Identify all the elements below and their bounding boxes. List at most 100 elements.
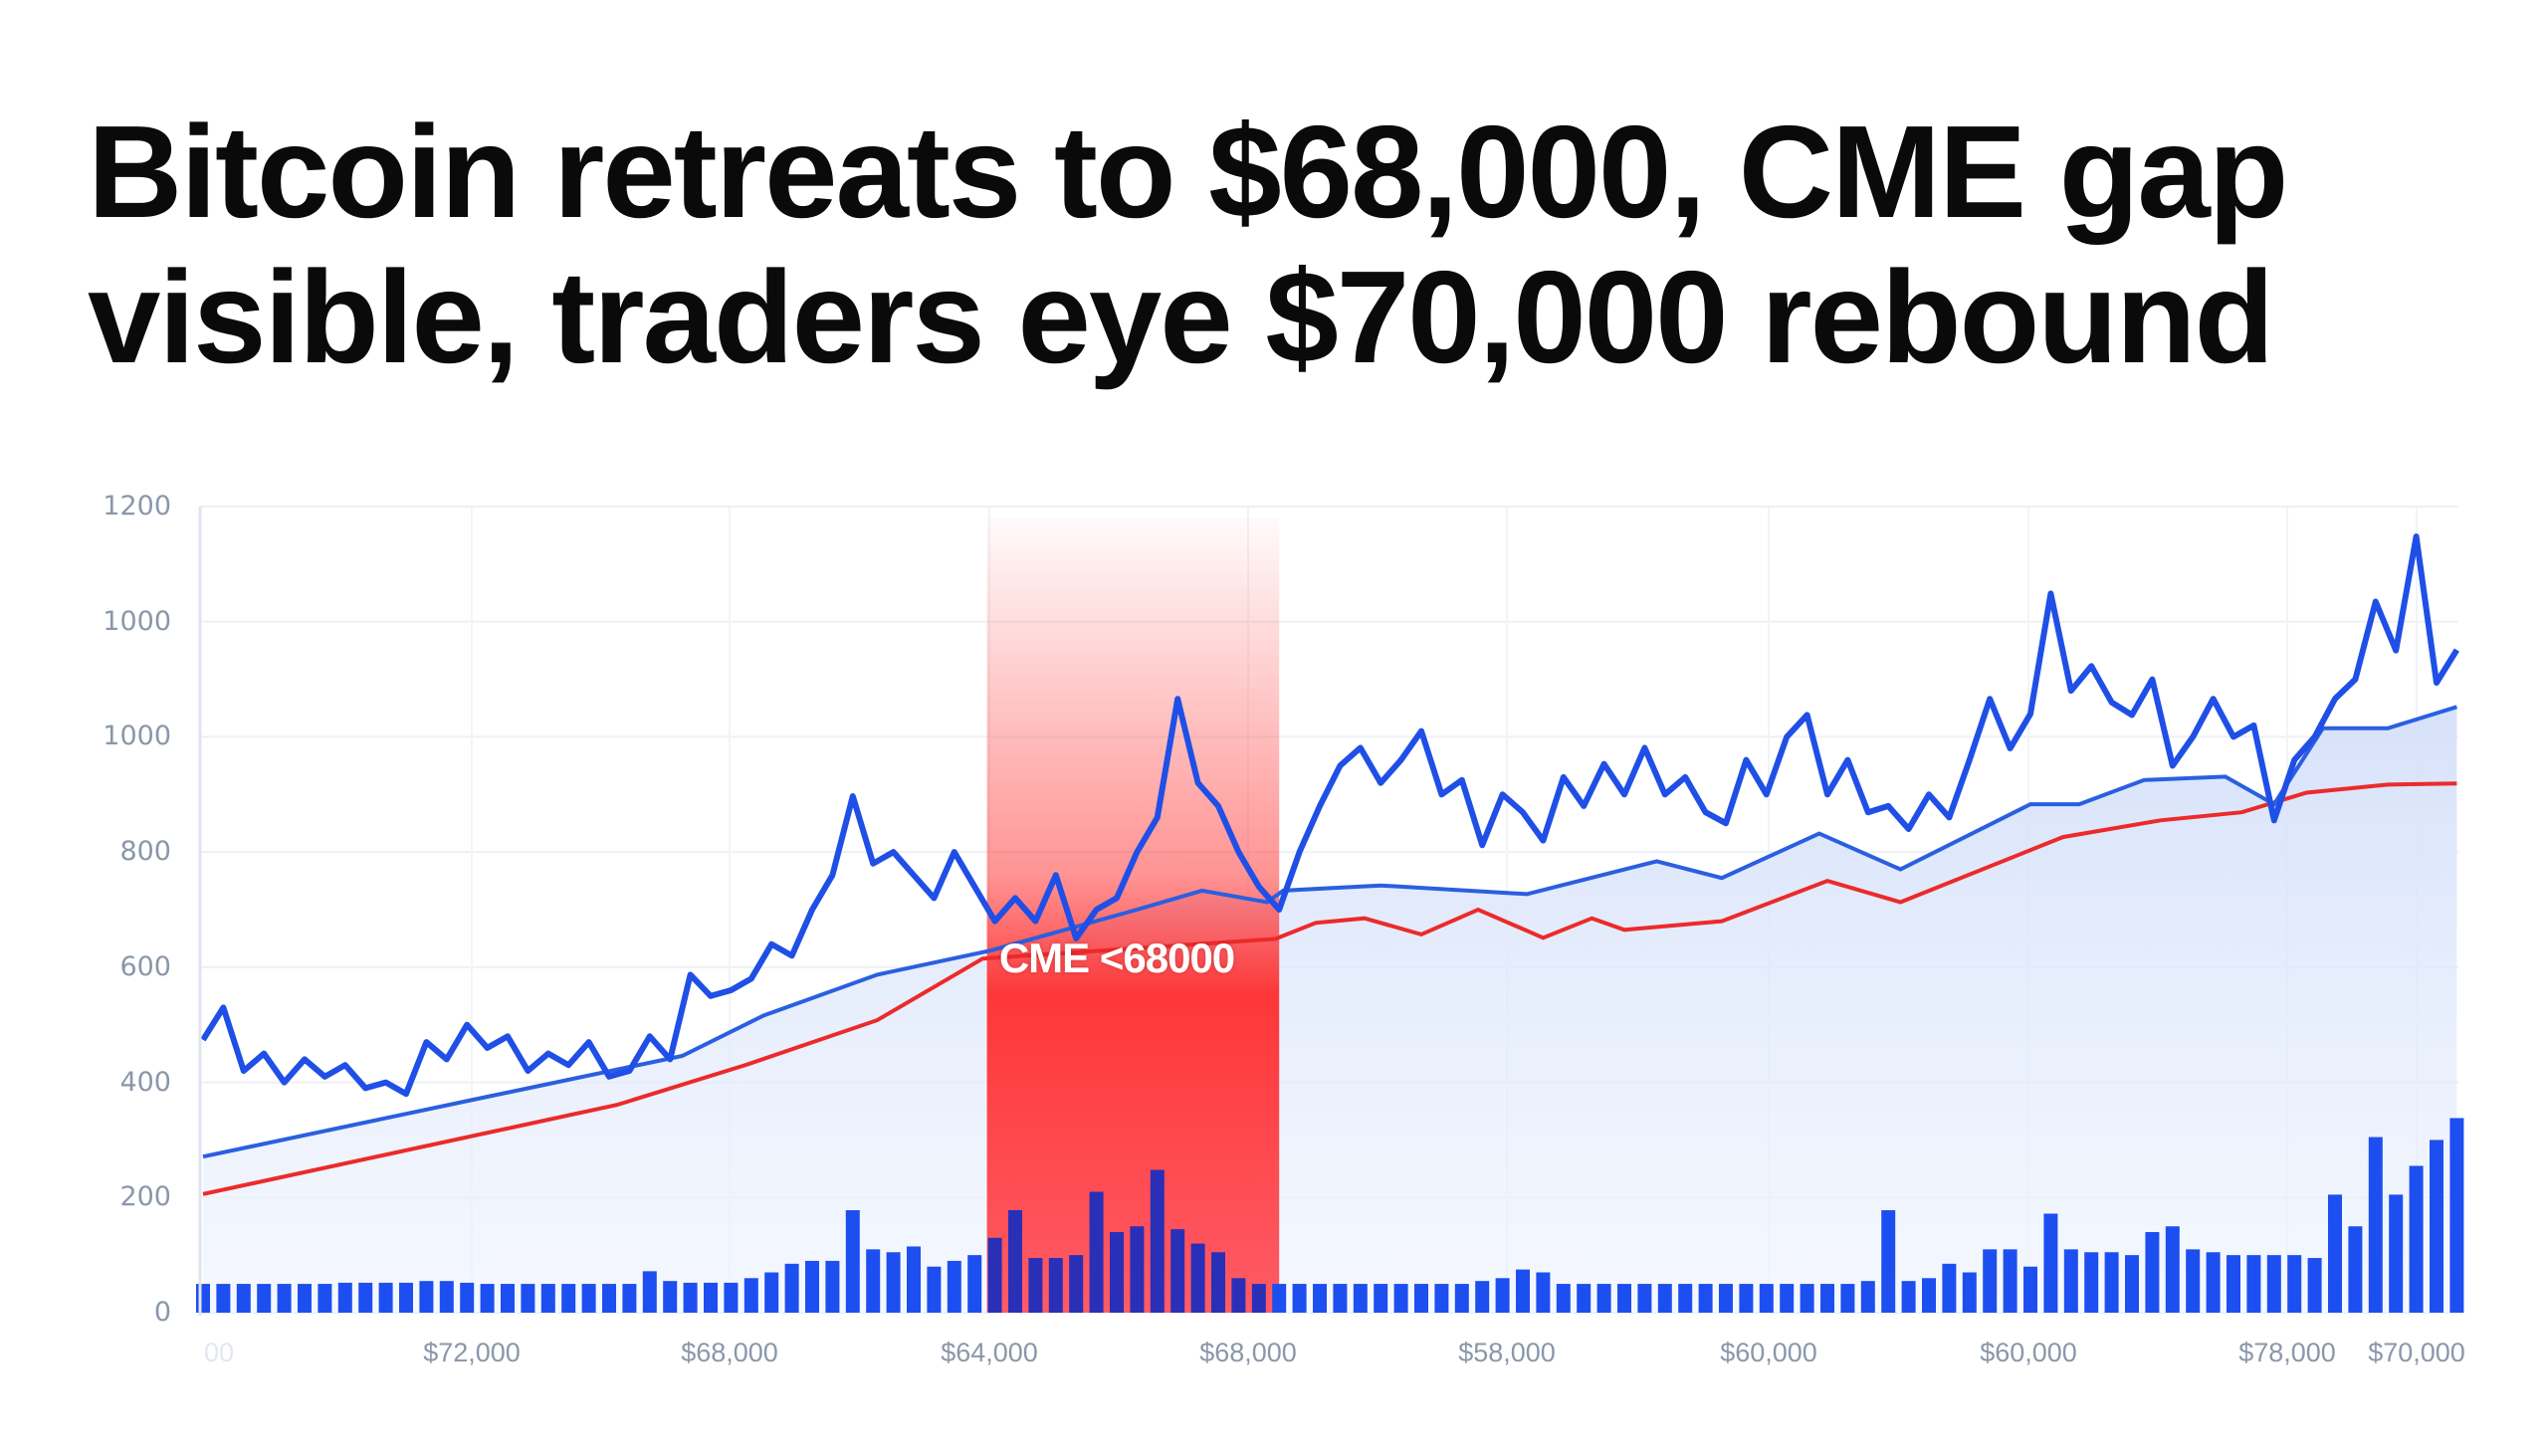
volume-bar [1414,1284,1428,1313]
volume-bar [2145,1232,2160,1313]
volume-bar [886,1252,901,1313]
volume-bar [1739,1284,1754,1313]
volume-bar [1983,1249,1998,1313]
volume-bar [1942,1263,1957,1313]
volume-bar [2063,1249,2078,1313]
volume-bar [1231,1278,1246,1313]
volume-bar [622,1284,637,1313]
x-tick-label: $68,000 [681,1338,778,1367]
volume-bar [216,1284,231,1313]
volume-bar [1048,1258,1063,1313]
volume-bar [561,1284,576,1313]
volume-bar [1454,1284,1469,1313]
volume-bar [1719,1284,1733,1313]
volume-bar [784,1263,799,1313]
volume-bar [337,1282,352,1313]
volume-bar [1313,1284,1327,1313]
volume-bar [764,1272,779,1313]
y-tick-label: 1000 [103,605,171,637]
volume-bar [1393,1284,1408,1313]
volume-bars [196,1118,2464,1313]
volume-bar [540,1284,555,1313]
volume-bar [704,1282,718,1313]
volume-bar [1556,1284,1571,1313]
volume-bar [2368,1137,2383,1313]
y-tick-label: 1200 [103,491,171,521]
x-tick-label: $70,000 [2368,1338,2465,1367]
volume-bar [1881,1210,1896,1313]
volume-bar [1008,1210,1022,1313]
volume-bar [1089,1191,1104,1313]
x-tick-label: $58,000 [1458,1338,1556,1367]
volume-bar [907,1246,921,1313]
volume-bar [1820,1284,1834,1313]
volume-bar [1150,1169,1165,1313]
x-tick-label: $78,000 [2238,1338,2336,1367]
volume-bar [1333,1284,1348,1313]
volume-bar [845,1210,860,1313]
volume-bar [2430,1140,2443,1313]
volume-bar [663,1281,678,1313]
volume-bar [2409,1165,2424,1313]
volume-bar [439,1281,454,1313]
volume-bar [1759,1284,1774,1313]
volume-bar [2003,1249,2017,1313]
volume-bar [2266,1255,2281,1313]
volume-bar [1130,1226,1145,1313]
headline-line-1: Bitcoin retreats to $68,000, CME gap [88,99,2288,245]
y-tick-label: 800 [119,836,171,868]
volume-bar [1475,1281,1490,1313]
ma-area-fill [203,707,2457,1313]
volume-bar [399,1282,413,1313]
volume-bar [805,1260,819,1313]
volume-bar [1860,1281,1875,1313]
volume-bar [2307,1258,2322,1313]
volume-bar [2165,1226,2180,1313]
volume-bar [2227,1255,2240,1313]
volume-bar [1110,1232,1124,1313]
volume-bar [257,1284,272,1313]
volume-bar [2206,1252,2221,1313]
volume-bar [2246,1255,2261,1313]
y-tick-label: 200 [119,1181,171,1213]
volume-bar [1536,1272,1551,1313]
x-tick-label: $64,000 [941,1338,1038,1367]
volume-bar [1292,1284,1307,1313]
volume-bar [967,1255,982,1313]
volume-bar [1962,1272,1977,1313]
volume-bar [2328,1194,2342,1313]
volume-bar [1516,1269,1530,1313]
x-tick-label: $60,000 [1720,1338,1817,1367]
volume-bar [825,1260,840,1313]
volume-bar [927,1266,942,1313]
volume-bar [1596,1284,1611,1313]
volume-bar [724,1282,739,1313]
x-tick-label: $60,000 [1980,1338,2077,1367]
volume-bar [987,1237,1002,1313]
volume-bar [1211,1252,1225,1313]
volume-bar [683,1282,698,1313]
volume-bar [1069,1255,1084,1313]
volume-bar [2043,1213,2058,1313]
volume-bar [419,1281,434,1313]
x-tick-label: 00 [203,1338,235,1367]
volume-bar [1637,1284,1652,1313]
blue-moving-average-line [202,705,2457,1159]
volume-bar [318,1284,332,1313]
volume-bar [1272,1284,1287,1313]
volume-bar [378,1282,393,1313]
volume-bar [2389,1194,2404,1313]
volume-bar [460,1282,475,1313]
headline-line-2: visible, traders eye $70,000 rebound [88,244,2274,390]
volume-bar [480,1284,495,1313]
volume-bar [358,1282,373,1313]
volume-bar [1678,1284,1693,1313]
volume-bar [236,1284,251,1313]
volume-bar [2125,1255,2139,1313]
cme-gap-label: CME <68000 [998,935,1235,981]
y-tick-label: 1000 [103,721,171,752]
volume-bar [581,1284,596,1313]
volume-bar [1353,1284,1368,1313]
volume-bar [1434,1284,1449,1313]
